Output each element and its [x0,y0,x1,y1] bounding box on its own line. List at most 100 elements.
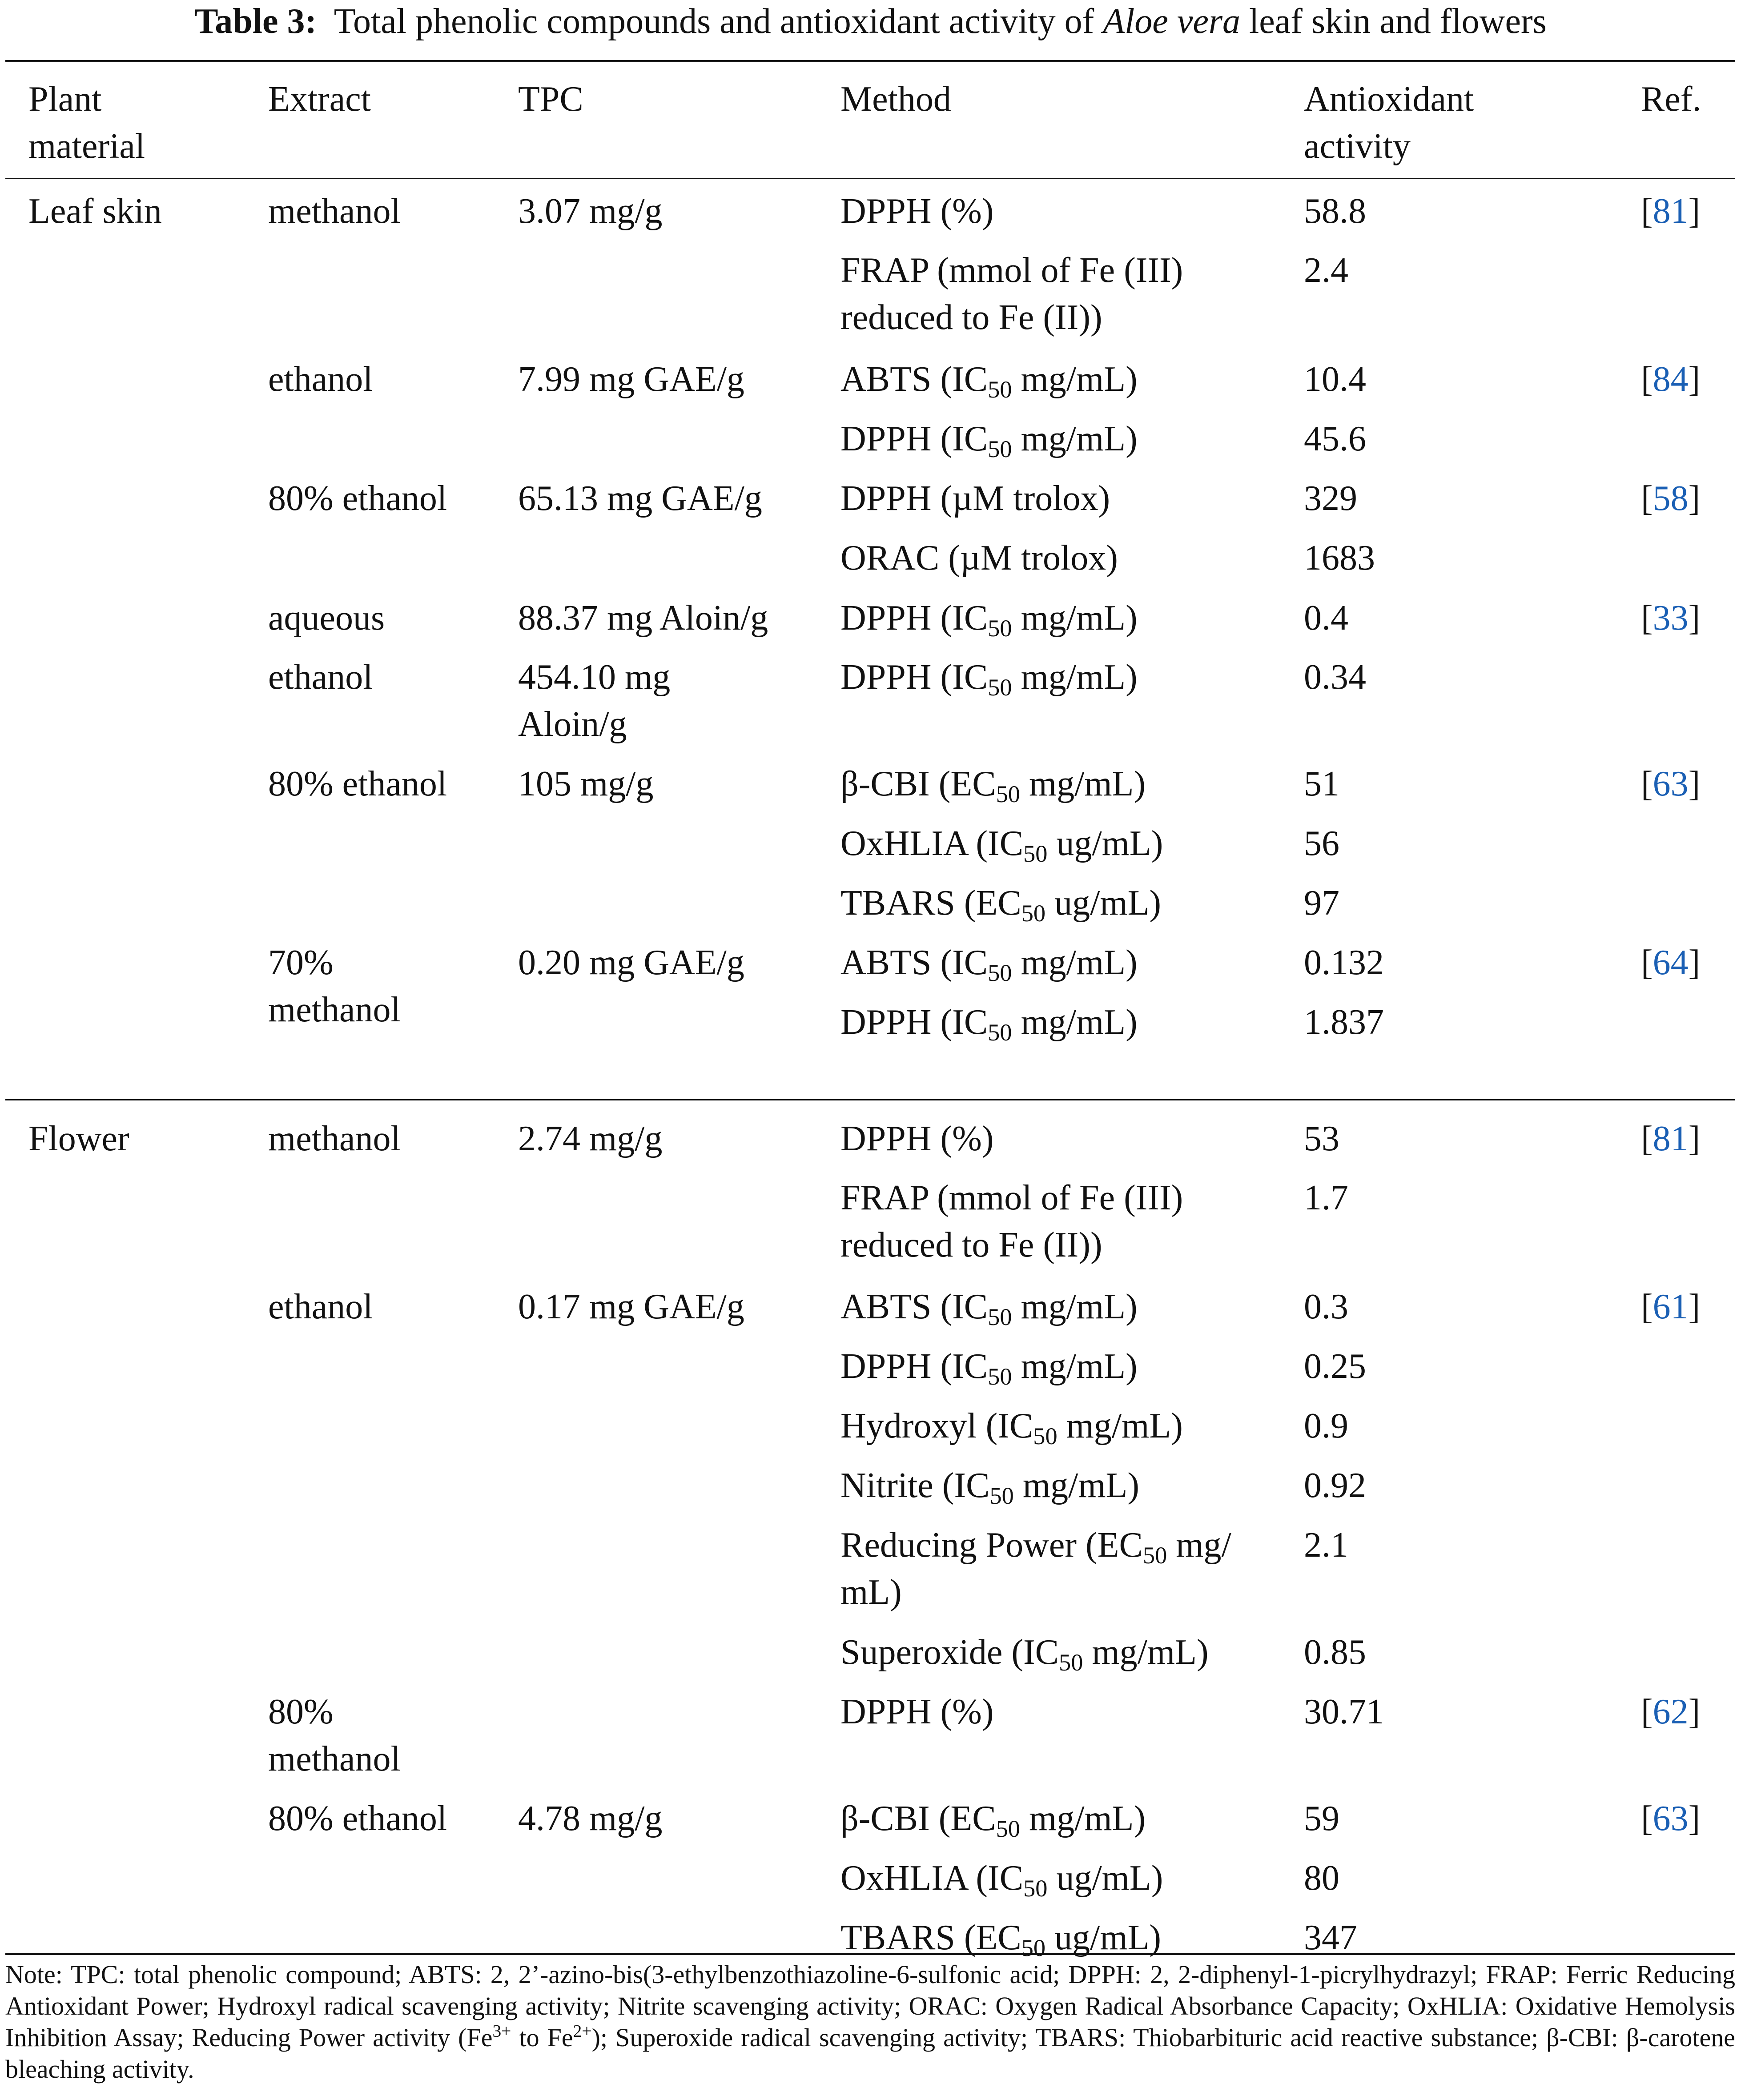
reference-link[interactable]: 58 [1653,479,1689,518]
header-ref: Ref. [1641,80,1701,119]
cell-antioxidant-value: 0.4 [1304,598,1348,638]
cell-method: FRAP (mmol of Fe (III) reduced to Fe (II… [840,1178,1183,1265]
cell-antioxidant-value: 97 [1304,883,1339,923]
cell-extract: ethanol [268,360,373,399]
cell-method: Nitrite (IC50 mg/mL) [840,1466,1140,1510]
cell-antioxidant-value: 56 [1304,824,1339,863]
reference-link[interactable]: 81 [1653,1119,1689,1158]
cell-extract: 70% methanol [268,943,401,1029]
table-note: Note: TPC: total phenolic compound; ABTS… [5,1960,1735,2084]
cell-extract: ethanol [268,658,373,697]
caption-text-after: leaf skin and flowers [1249,2,1547,41]
cell-tpc: 105 mg/g [518,764,654,803]
cell-method: DPPH (%) [840,192,994,231]
cell-antioxidant-value: 10.4 [1304,360,1366,399]
cell-method: β-CBI (EC50 mg/mL) [840,764,1146,808]
cell-ref: [63] [1641,764,1701,803]
cell-method: DPPH (IC50 mg/mL) [840,1347,1138,1390]
cell-extract: 80% ethanol [268,1799,447,1838]
cell-antioxidant-value: 1.837 [1304,1003,1384,1042]
cell-method: Hydroxyl (IC50 mg/mL) [840,1406,1183,1450]
cell-tpc: 3.07 mg/g [518,192,663,231]
cell-tpc: 454.10 mg Aloin/g [518,658,671,744]
header-tpc: TPC [518,80,583,119]
cell-plant-material: Flower [28,1119,129,1158]
cell-tpc: 0.17 mg GAE/g [518,1287,744,1326]
cell-antioxidant-value: 45.6 [1304,419,1366,458]
reference-link[interactable]: 33 [1653,598,1689,638]
cell-method: Reducing Power (EC50 mg/ mL) [840,1526,1231,1612]
header-plant-material: Plant material [28,80,145,166]
table-bottom-rule [5,1953,1735,1955]
cell-antioxidant-value: 1.7 [1304,1178,1348,1217]
table-caption: Table 3: Total phenolic compounds and an… [0,0,1741,49]
reference-link[interactable]: 62 [1653,1692,1689,1731]
cell-method: FRAP (mmol of Fe (III) reduced to Fe (II… [840,251,1183,337]
cell-method: OxHLIA (IC50 ug/mL) [840,1859,1163,1902]
cell-antioxidant-value: 30.71 [1304,1692,1384,1731]
cell-extract: aqueous [268,598,385,638]
cell-antioxidant-value: 329 [1304,479,1357,518]
cell-ref: [81] [1641,1119,1701,1158]
cell-extract: 80% ethanol [268,479,447,518]
cell-method: TBARS (EC50 ug/mL) [840,1918,1162,1962]
cell-extract: methanol [268,192,401,231]
cell-method: ABTS (IC50 mg/mL) [840,943,1138,987]
cell-method: DPPH (µM trolox) [840,479,1110,518]
cell-extract: 80% ethanol [268,764,447,803]
header-extract: Extract [268,80,371,119]
cell-tpc: 4.78 mg/g [518,1799,663,1838]
cell-antioxidant-value: 53 [1304,1119,1339,1158]
cell-tpc: 65.13 mg GAE/g [518,479,762,518]
caption-text-before: Total phenolic compounds and antioxidant… [334,2,1094,41]
cell-antioxidant-value: 51 [1304,764,1339,803]
cell-ref: [81] [1641,192,1701,231]
cell-tpc: 2.74 mg/g [518,1119,663,1158]
reference-link[interactable]: 61 [1653,1287,1689,1326]
cell-extract: methanol [268,1119,401,1158]
cell-extract: 80% methanol [268,1692,401,1779]
cell-method: DPPH (IC50 mg/mL) [840,419,1138,463]
cell-tpc: 7.99 mg GAE/g [518,360,744,399]
caption-species: Aloe vera [1103,2,1241,41]
cell-antioxidant-value: 58.8 [1304,192,1366,231]
cell-method: Superoxide (IC50 mg/mL) [840,1633,1209,1676]
table-top-rule [5,60,1735,62]
reference-link[interactable]: 63 [1653,764,1689,803]
cell-antioxidant-value: 0.34 [1304,658,1366,697]
header-rule [5,178,1735,179]
cell-antioxidant-value: 0.92 [1304,1466,1366,1505]
cell-ref: [62] [1641,1692,1701,1731]
cell-method: DPPH (IC50 mg/mL) [840,598,1138,642]
cell-ref: [33] [1641,598,1701,638]
cell-extract: ethanol [268,1287,373,1326]
caption-label: Table 3: [194,2,317,41]
cell-ref: [64] [1641,943,1701,982]
cell-ref: [63] [1641,1799,1701,1838]
reference-link[interactable]: 84 [1653,360,1689,399]
cell-antioxidant-value: 0.85 [1304,1633,1366,1672]
cell-antioxidant-value: 0.3 [1304,1287,1348,1326]
cell-method: ABTS (IC50 mg/mL) [840,1287,1138,1331]
cell-antioxidant-value: 1683 [1304,538,1375,578]
cell-method: TBARS (EC50 ug/mL) [840,883,1162,927]
cell-antioxidant-value: 0.9 [1304,1406,1348,1446]
cell-antioxidant-value: 0.132 [1304,943,1384,982]
section-divider-rule [5,1099,1735,1100]
cell-method: DPPH (IC50 mg/mL) [840,1003,1138,1046]
cell-method: DPPH (IC50 mg/mL) [840,658,1138,701]
cell-ref: [61] [1641,1287,1701,1326]
reference-link[interactable]: 81 [1653,192,1689,231]
cell-method: ORAC (µM trolox) [840,538,1118,578]
cell-ref: [84] [1641,360,1701,399]
cell-method: ABTS (IC50 mg/mL) [840,360,1138,403]
reference-link[interactable]: 64 [1653,943,1689,982]
cell-method: β-CBI (EC50 mg/mL) [840,1799,1146,1843]
cell-tpc: 88.37 mg Aloin/g [518,598,768,638]
cell-antioxidant-value: 59 [1304,1799,1339,1838]
cell-antioxidant-value: 2.1 [1304,1526,1348,1565]
reference-link[interactable]: 63 [1653,1799,1689,1838]
cell-tpc: 0.20 mg GAE/g [518,943,744,982]
header-antioxidant-activity: Antioxidant activity [1304,80,1474,166]
